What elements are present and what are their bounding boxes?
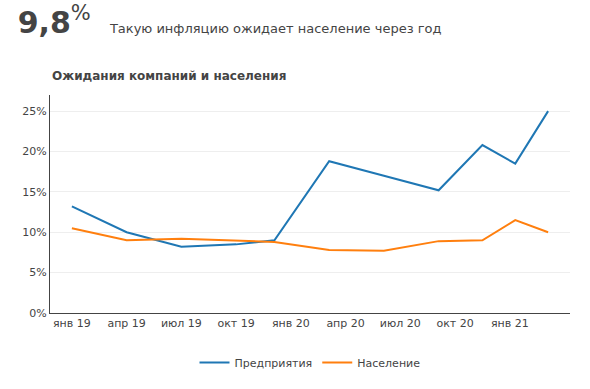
svg-text:янв 19: янв 19 xyxy=(53,317,91,330)
svg-text:янв 20: янв 20 xyxy=(272,317,310,330)
svg-text:апр 19: апр 19 xyxy=(107,317,145,330)
svg-text:Население: Население xyxy=(357,357,420,370)
svg-text:0%: 0% xyxy=(29,307,46,320)
svg-text:июл 19: июл 19 xyxy=(161,317,202,330)
svg-text:10%: 10% xyxy=(22,226,46,239)
svg-text:окт 19: окт 19 xyxy=(217,317,254,330)
svg-text:апр 20: апр 20 xyxy=(326,317,364,330)
svg-text:июл 20: июл 20 xyxy=(380,317,421,330)
svg-text:9,8​%​ Такую инфляцию ожидает: 9,8​%​ Такую инфляцию ожидает население … xyxy=(18,1,442,40)
svg-text:25%: 25% xyxy=(22,105,46,118)
svg-text:Предприятия: Предприятия xyxy=(235,357,313,370)
svg-text:15%: 15% xyxy=(22,186,46,199)
svg-text:20%: 20% xyxy=(22,145,46,158)
svg-text:янв 21: янв 21 xyxy=(491,317,529,330)
svg-text:окт 20: окт 20 xyxy=(436,317,473,330)
svg-text:Ожидания компаний и населения: Ожидания компаний и населения xyxy=(52,69,286,83)
svg-text:5%: 5% xyxy=(29,266,46,279)
